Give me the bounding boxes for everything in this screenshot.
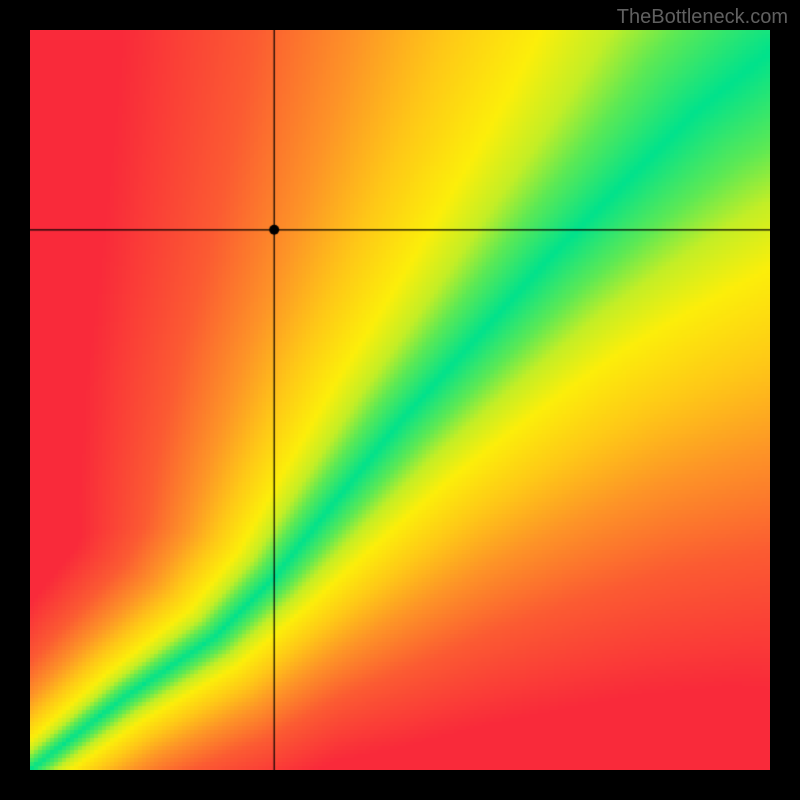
watermark-text: TheBottleneck.com [617,6,788,29]
chart-container: TheBottleneck.com [0,0,800,800]
heatmap-canvas [30,30,770,770]
plot-area [30,30,770,770]
